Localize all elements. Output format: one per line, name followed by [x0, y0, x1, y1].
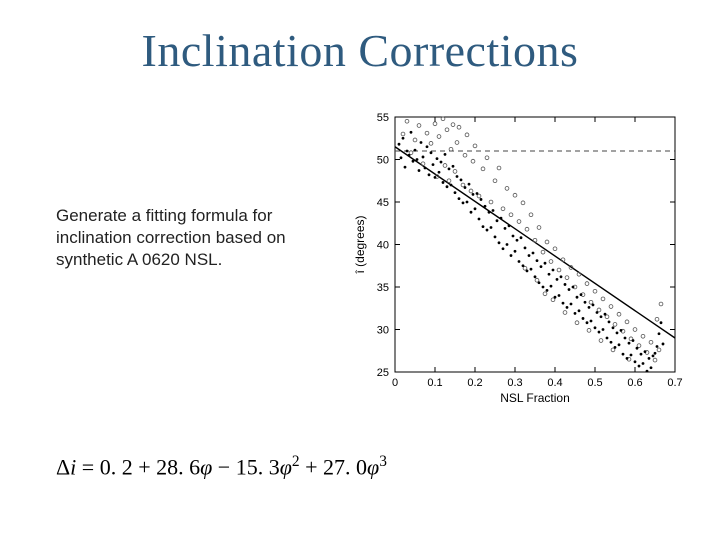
slide-title: Inclination Corrections — [0, 24, 720, 77]
f-delta: Δ — [56, 454, 70, 479]
svg-text:45: 45 — [377, 197, 389, 209]
svg-text:40: 40 — [377, 240, 389, 252]
slide: Inclination Corrections Generate a fitti… — [0, 0, 720, 540]
svg-text:0.3: 0.3 — [507, 377, 522, 389]
svg-text:0: 0 — [392, 377, 398, 389]
scatter-chart: 25 30 35 40 45 50 55 0 0.1 0.2 0.3 0.4 0.5 0.6 0.7 NSL … — [350, 105, 690, 410]
f-minus: − — [212, 454, 235, 479]
svg-text:0.4: 0.4 — [547, 377, 562, 389]
f-e3: 3 — [379, 453, 387, 470]
f-p1: + — [133, 454, 156, 479]
svg-text:30: 30 — [377, 325, 389, 337]
svg-text:0.7: 0.7 — [667, 377, 682, 389]
svg-text:55: 55 — [377, 112, 389, 124]
svg-text:0.1: 0.1 — [427, 377, 442, 389]
f-p2: + — [300, 454, 323, 479]
f-phi1: φ — [200, 454, 212, 479]
f-phi3: φ — [367, 454, 379, 479]
f-c2: 15. 3 — [236, 454, 280, 479]
f-eq: = — [76, 454, 99, 479]
svg-text:25: 25 — [377, 367, 389, 379]
f-c1: 28. 6 — [156, 454, 200, 479]
svg-text:0.5: 0.5 — [587, 377, 602, 389]
svg-text:î (degrees): î (degrees) — [353, 215, 367, 274]
formula: Δi = 0. 2 + 28. 6φ − 15. 3φ2 + 27. 0φ3 — [56, 453, 387, 480]
svg-text:35: 35 — [377, 282, 389, 294]
svg-text:NSL Fraction: NSL Fraction — [500, 391, 570, 405]
f-e2: 2 — [292, 453, 300, 470]
f-phi2: φ — [280, 454, 292, 479]
f-c0: 0. 2 — [100, 454, 133, 479]
f-c3: 27. 0 — [323, 454, 367, 479]
svg-text:0.6: 0.6 — [627, 377, 642, 389]
svg-text:50: 50 — [377, 155, 389, 167]
body-text: Generate a fitting formula for inclinati… — [56, 205, 316, 271]
svg-text:0.2: 0.2 — [467, 377, 482, 389]
